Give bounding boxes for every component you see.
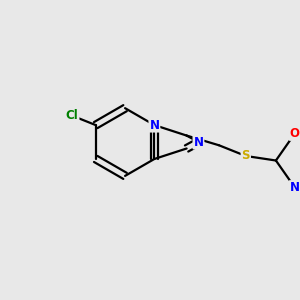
Text: N: N xyxy=(194,136,203,148)
Text: O: O xyxy=(290,127,300,140)
Text: S: S xyxy=(242,149,250,163)
Text: N: N xyxy=(290,181,300,194)
Text: N: N xyxy=(149,118,159,132)
Text: Cl: Cl xyxy=(66,109,79,122)
